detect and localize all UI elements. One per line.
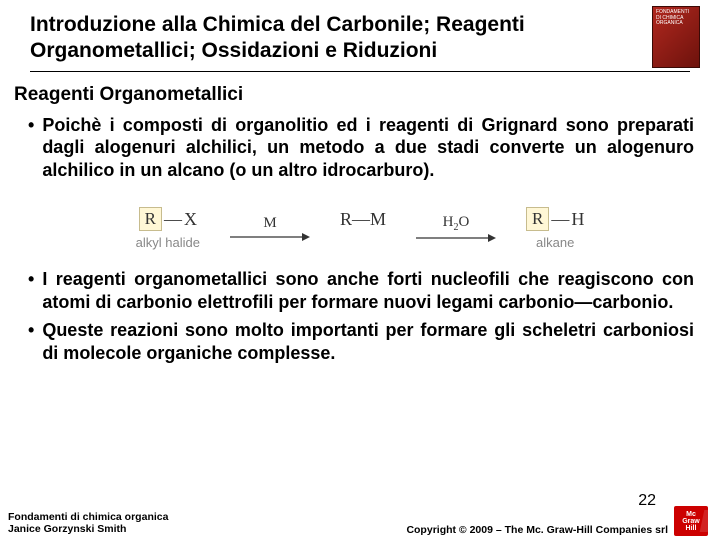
arrow-icon [416,232,496,244]
copyright-text: Copyright © 2009 – The Mc. Graw-Hill Com… [406,524,668,536]
title-underline [30,71,690,72]
bond-dash: — [164,209,182,230]
book-cover-thumbnail: FONDAMENTI DI CHIMICA ORGANICA [652,6,700,68]
bullet-dot: • [28,114,42,182]
thumb-line: ORGANICA [656,21,696,27]
product-label: alkane [536,235,574,250]
footer-left: Fondamenti di chimica organica Janice Go… [8,511,168,536]
product-column: R — H alkane [526,207,584,250]
alkane-formula: R — H [526,207,584,231]
bullet-text: I reagenti organometallici sono anche fo… [42,268,694,313]
slide-footer: Fondamenti di chimica organica Janice Go… [0,506,720,536]
alkyl-halide-formula: R — X [139,207,197,231]
bullet-dot: • [28,268,42,313]
logo-line: Graw [682,518,700,525]
hydrogen-H: H [571,209,584,230]
bullet-text: Poichè i composti di organolitio ed i re… [42,114,694,182]
list-item: • I reagenti organometallici sono anche … [28,268,694,313]
reactant-label: alkyl halide [136,235,200,250]
arrow-1-label: M [263,215,276,232]
organometallic-formula: R—M [340,209,386,230]
bond-dash: — [551,209,569,230]
arrow-step-2: H2O [416,214,496,244]
intermediate-column: R—M [340,209,386,249]
reaction-diagram: R — X alkyl halide M R—M H2O R — H alkan… [0,187,720,268]
section-subtitle: Reagenti Organometallici [0,82,720,114]
boxed-R: R [139,207,162,231]
footer-book-title: Fondamenti di chimica organica [8,511,168,524]
footer-author: Janice Gorzynski Smith [8,523,168,536]
list-item: • Poichè i composti di organolitio ed i … [28,114,694,182]
intermediate-spacer [361,234,365,249]
bullet-dot: • [28,319,42,364]
arrow-icon [230,231,310,243]
logo-line: Mc [686,511,696,518]
list-item: • Queste reazioni sono molto importanti … [28,319,694,364]
bullet-text: Queste reazioni sono molto importanti pe… [42,319,694,364]
reactant-column: R — X alkyl halide [136,207,200,250]
halide-X: X [184,209,197,230]
boxed-R: R [526,207,549,231]
mcgraw-hill-logo: Mc Graw Hill [674,506,708,536]
footer-right: Copyright © 2009 – The Mc. Graw-Hill Com… [406,506,708,536]
arrow-step-1: M [230,215,310,243]
bullet-list-top: • Poichè i composti di organolitio ed i … [0,114,720,182]
slide-title: Introduzione alla Chimica del Carbonile;… [0,0,720,71]
logo-line: Hill [686,525,697,532]
bullet-list-bottom: • I reagenti organometallici sono anche … [0,268,720,364]
arrow-2-label: H2O [443,214,470,233]
